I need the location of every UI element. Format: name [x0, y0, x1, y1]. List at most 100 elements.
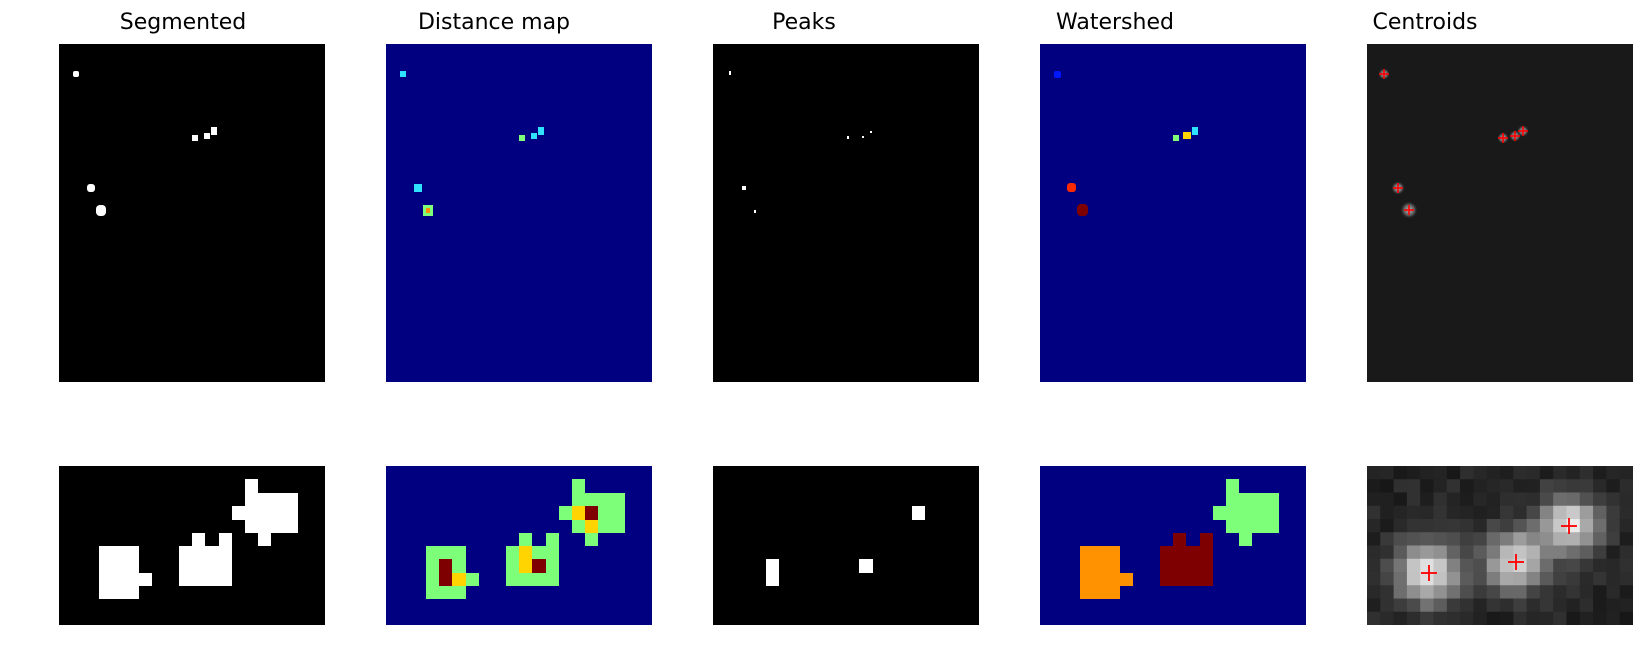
plus-marker	[1510, 131, 1520, 141]
pixel	[1606, 479, 1620, 493]
pixel	[1553, 479, 1567, 493]
pixel	[1393, 532, 1408, 546]
pixel	[1500, 572, 1514, 586]
pixel	[1367, 611, 1381, 625]
pixel	[1473, 532, 1487, 546]
pixel	[1606, 545, 1620, 560]
blob	[139, 573, 152, 586]
pixel	[1473, 519, 1487, 533]
pixel	[1593, 558, 1607, 573]
pixel	[1446, 572, 1461, 586]
pixel	[1500, 492, 1514, 507]
pixel	[1566, 611, 1581, 625]
pixel	[1606, 558, 1620, 573]
pixel	[1460, 479, 1474, 493]
pixel	[1566, 598, 1581, 613]
pixel	[1486, 479, 1501, 493]
pixel	[1433, 572, 1448, 586]
pixel	[1500, 519, 1514, 533]
blob-core	[452, 573, 466, 586]
pixel	[1460, 598, 1474, 613]
pixel	[1513, 598, 1527, 613]
watershed-zoom-image	[1040, 466, 1306, 625]
blob-core	[519, 546, 532, 573]
pixel	[1619, 611, 1633, 625]
pixel	[1486, 558, 1501, 573]
pixel	[1460, 611, 1474, 625]
pixel	[1420, 479, 1434, 493]
pixel	[1486, 519, 1501, 533]
pixel	[1406, 585, 1421, 599]
pixel	[1486, 466, 1501, 480]
watershed-full-image	[1040, 44, 1306, 382]
plus-marker	[1508, 554, 1524, 570]
pixel	[1420, 572, 1434, 586]
plus-marker	[1393, 183, 1403, 193]
pixel	[1393, 545, 1408, 560]
region	[1077, 204, 1088, 216]
blob	[219, 533, 232, 546]
pixel	[1593, 466, 1607, 480]
pixel	[1433, 479, 1448, 493]
pixel	[1526, 572, 1541, 586]
pixel	[1579, 519, 1594, 533]
pixel	[1433, 585, 1448, 599]
pixel	[1420, 532, 1434, 546]
pixel	[1460, 545, 1474, 560]
pixel	[1539, 532, 1554, 546]
peak	[766, 559, 779, 586]
pixel	[1446, 479, 1461, 493]
pixel	[1500, 532, 1514, 546]
pixel	[1486, 585, 1501, 599]
pixel	[1380, 532, 1394, 546]
title-peaks: Peaks	[772, 10, 836, 35]
pixel	[1393, 611, 1408, 625]
pixel	[1446, 585, 1461, 599]
pixel	[1486, 598, 1501, 613]
panel-peaks-zoom	[713, 466, 979, 625]
panel-distance-map-zoom	[386, 466, 652, 625]
pixel	[1566, 466, 1581, 480]
pixel	[1553, 505, 1567, 520]
pixel	[1380, 598, 1394, 613]
pixel	[1553, 532, 1567, 546]
blob-core	[585, 506, 598, 520]
pixel	[1619, 572, 1633, 586]
pixel	[1526, 492, 1541, 507]
pixel	[1473, 466, 1487, 480]
pixel	[1393, 519, 1408, 533]
pixel	[1553, 545, 1567, 560]
pixel	[1539, 585, 1554, 599]
pixel	[1473, 558, 1487, 573]
pixel	[1619, 598, 1633, 613]
pixel	[1513, 611, 1527, 625]
pixel	[1473, 505, 1487, 520]
pixel	[1566, 558, 1581, 573]
pixel	[1380, 545, 1394, 560]
pixel	[1367, 505, 1381, 520]
pixel	[1513, 505, 1527, 520]
pixel	[1526, 505, 1541, 520]
title-segmented: Segmented	[119, 10, 247, 35]
pixel	[1553, 598, 1567, 613]
pixel	[1606, 585, 1620, 599]
pixel	[1380, 505, 1394, 520]
pixel	[1446, 558, 1461, 573]
pixel	[1593, 585, 1607, 599]
blob	[466, 573, 479, 586]
pixel	[1566, 532, 1581, 546]
pixel	[1406, 611, 1421, 625]
pixel	[1606, 532, 1620, 546]
pixel	[1619, 545, 1633, 560]
pixel	[1393, 492, 1408, 507]
pixel	[1433, 598, 1448, 613]
blob	[99, 546, 139, 599]
pixel	[1406, 558, 1421, 573]
region	[1213, 506, 1226, 520]
region	[1226, 479, 1239, 493]
pixel	[1553, 611, 1567, 625]
pixel	[1606, 611, 1620, 625]
segmented-full-image	[59, 44, 325, 382]
blob	[179, 546, 192, 573]
pixel	[1579, 611, 1594, 625]
